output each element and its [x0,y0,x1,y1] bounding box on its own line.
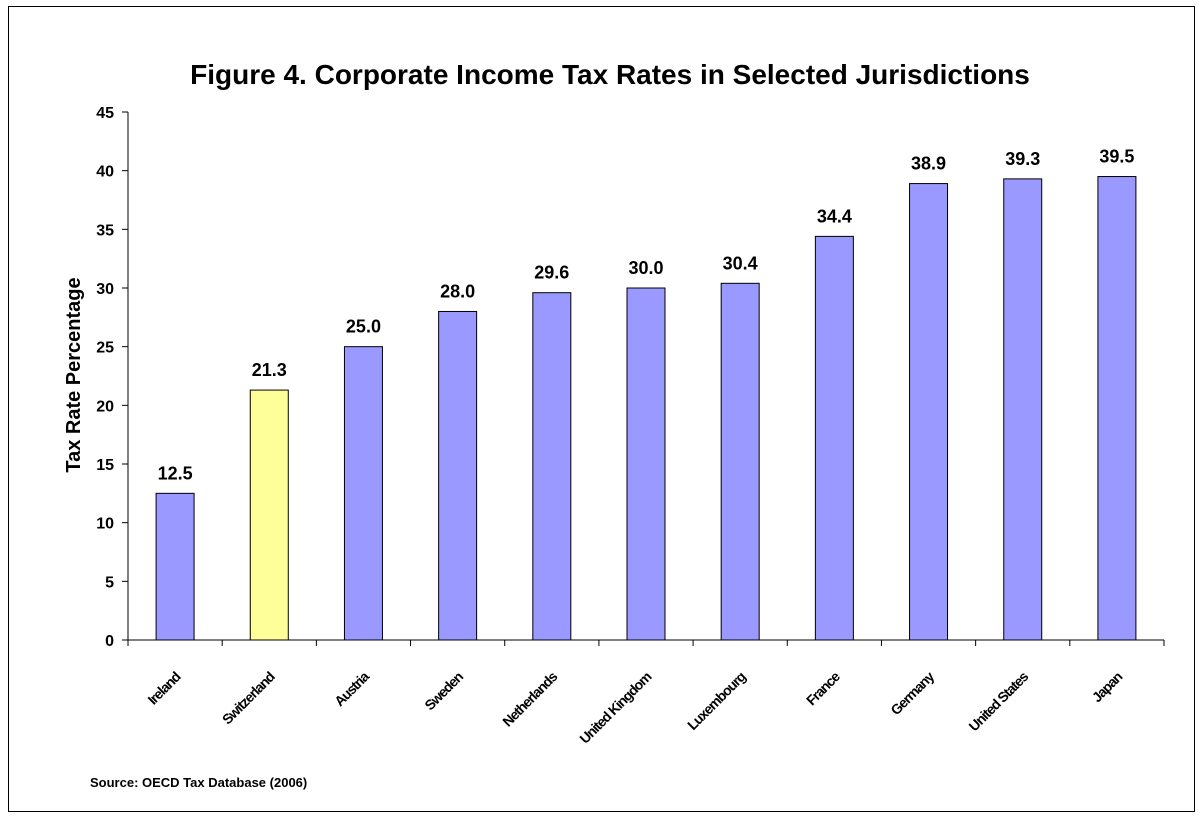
bar-switzerland [249,389,289,641]
x-tick-label: Ireland [144,668,183,707]
bar-netherlands [532,292,572,641]
x-tick-label: Switzerland [219,668,278,727]
bar-sweden [438,310,478,641]
y-tick-label: 5 [105,574,114,591]
data-label: 34.4 [817,206,852,226]
x-tick-label: France [803,668,843,708]
bar-france [814,235,854,641]
x-tick-label: Japan [1089,668,1126,705]
x-tick-label: United States [965,668,1031,734]
bar-ireland [155,492,195,641]
data-label: 38.9 [911,154,946,174]
data-label: 28.0 [440,281,475,301]
data-label: 25.0 [346,317,381,337]
data-label: 21.3 [252,360,287,380]
x-tick-label: Germany [887,668,937,718]
data-label: 30.4 [723,253,758,273]
x-tick-label: United Kingdom [576,668,654,746]
bar-austria [343,346,383,641]
y-axis: 0 5 10 15 20 25 30 35 40 45 [96,105,129,650]
data-labels: 12.5 21.3 25.0 28.0 29.6 30.0 30.4 34.4 38.9 39.3… [158,147,1135,484]
x-tick-label: Netherlands [499,668,561,730]
y-tick-label: 20 [96,398,114,415]
bar-luxembourg [720,282,760,641]
bar-japan [1097,176,1137,641]
data-label: 30.0 [628,258,663,278]
x-tick-label: Austria [331,668,372,709]
x-tick-labels: Ireland Switzerland Austria Sweden Netherlan… [144,668,1125,747]
y-tick-label: 0 [105,633,114,650]
data-label: 12.5 [158,463,193,483]
x-tick-label: Luxembourg [684,668,749,733]
bar-germany [909,183,949,641]
data-label: 29.6 [534,263,569,283]
bars [155,176,1137,641]
y-tick-label: 35 [96,222,114,239]
y-tick-label: 30 [96,281,114,298]
y-tick-label: 15 [96,457,114,474]
y-tick-label: 10 [96,516,114,533]
data-label: 39.5 [1099,147,1134,167]
y-tick-label: 45 [96,105,114,122]
chart-frame [8,6,1195,812]
y-axis-label: Tax Rate Percentage [63,277,85,472]
data-label: 39.3 [1005,149,1040,169]
bar-united-states [1003,178,1043,641]
x-tick-label: Sweden [421,668,466,713]
y-tick-label: 25 [96,340,114,357]
y-tick-label: 40 [96,164,114,181]
chart-title: Figure 4. Corporate Income Tax Rates in … [190,59,1030,90]
source-note: Source: OECD Tax Database (2006) [90,775,307,790]
x-axis [127,639,1165,646]
bar-united-kingdom [626,287,666,641]
